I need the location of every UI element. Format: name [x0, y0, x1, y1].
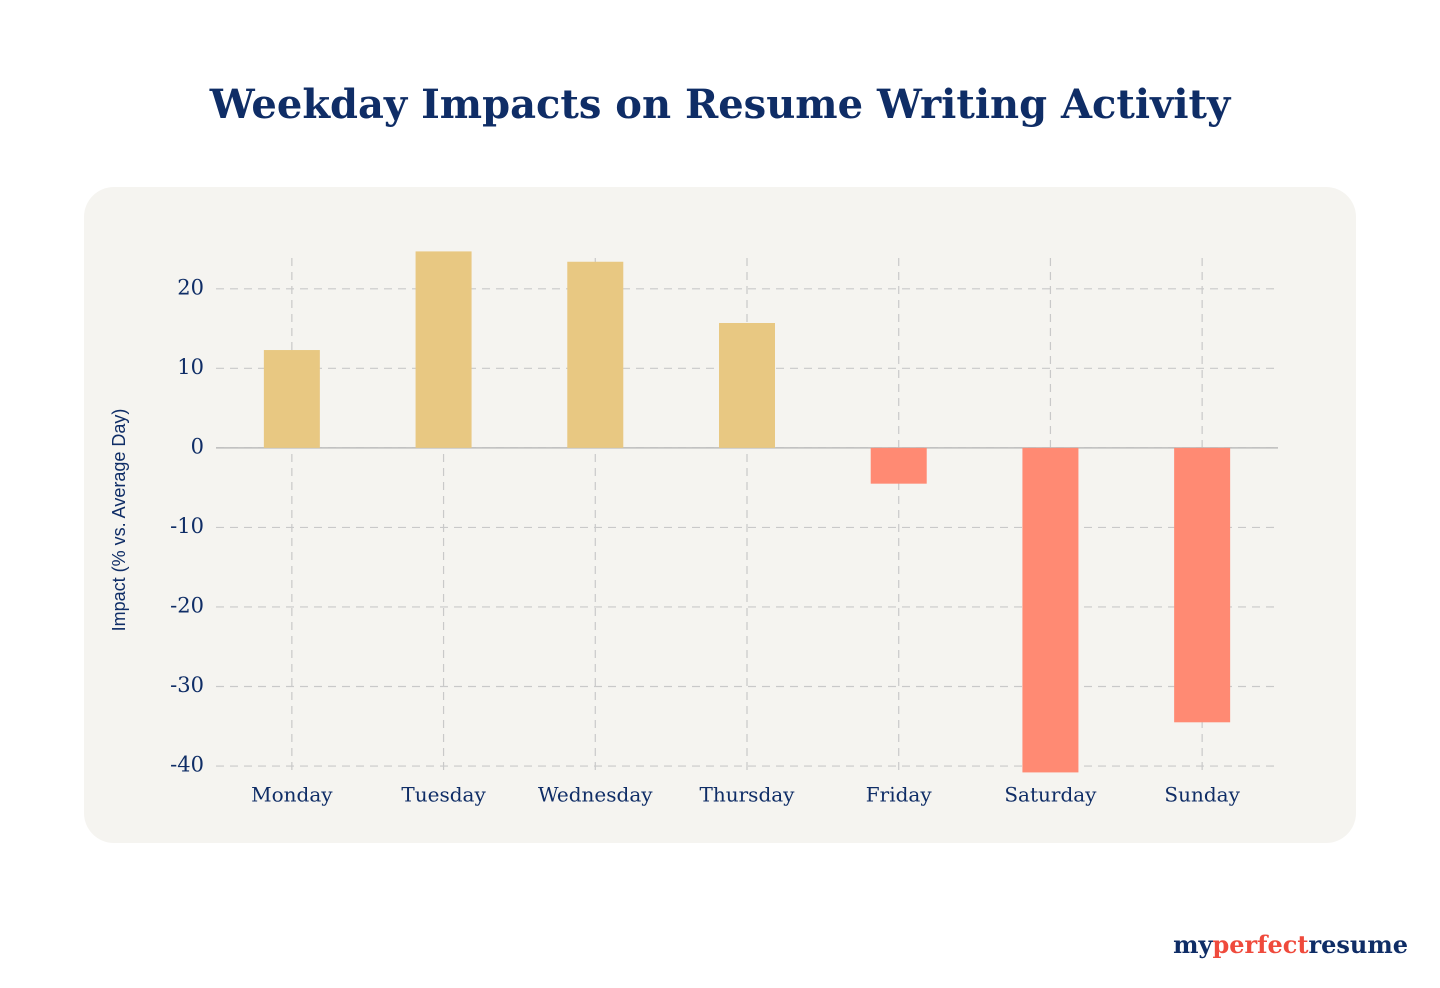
x-tick-label: Monday [251, 783, 333, 807]
bar [719, 322, 775, 448]
brand-part: perfect [1212, 930, 1308, 959]
y-axis-label: Impact (% vs. Average Day) [109, 409, 129, 632]
x-tick-label: Thursday [700, 783, 796, 807]
y-tick-label: -20 [170, 593, 204, 617]
brand-part: my [1173, 930, 1213, 959]
bar [567, 261, 624, 448]
chart-panel [84, 187, 1356, 843]
bar [1022, 447, 1079, 773]
x-tick-label: Saturday [1004, 783, 1097, 807]
y-tick-label: 10 [177, 355, 204, 379]
bar [1174, 447, 1231, 723]
x-tick-label: Tuesday [401, 783, 486, 807]
x-tick-label: Wednesday [538, 783, 653, 807]
bar [263, 350, 320, 448]
y-tick-label: -40 [170, 753, 204, 777]
y-tick-label: -10 [170, 514, 204, 538]
x-tick-label: Friday [866, 783, 933, 807]
brand-logo: myperfectresume [1173, 930, 1408, 959]
chart-title: Weekday Impacts on Resume Writing Activi… [209, 81, 1232, 128]
bar [870, 447, 927, 484]
bar [415, 251, 472, 448]
y-tick-label: -30 [170, 673, 204, 697]
y-tick-label: 0 [191, 434, 204, 458]
x-tick-label: Sunday [1164, 783, 1240, 807]
y-tick-label: 20 [177, 275, 204, 299]
brand-part: resume [1308, 930, 1408, 959]
